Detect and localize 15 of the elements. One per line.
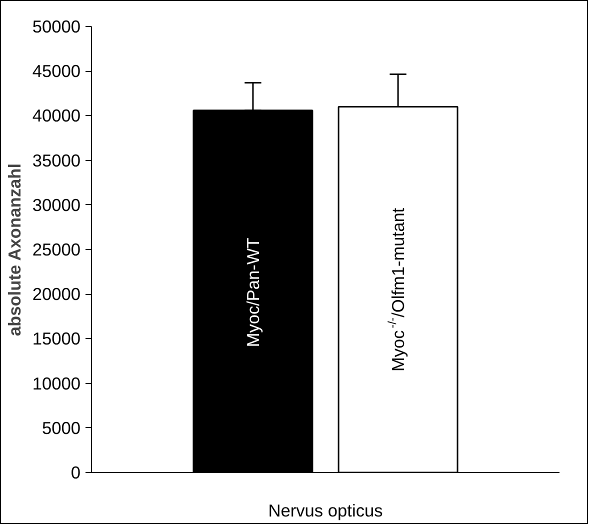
y-tick-label: 30000 [32,194,80,215]
y-axis-title: absolute Axonanzahl [4,163,24,336]
series-label: Myoc/Pan-WT [242,237,263,348]
series-label: Myoc-/-/Olfm1-mutant [387,208,408,372]
y-tick-label: 5000 [42,418,81,438]
y-tick-label: 20000 [32,284,80,304]
y-tick-label: 50000 [32,16,80,36]
y-tick-label: 25000 [32,240,80,260]
y-tick-label: 35000 [32,150,80,170]
x-tick-label: Nervus opticus [268,500,384,520]
y-tick-label: 40000 [32,106,80,126]
y-tick-label: 45000 [32,61,80,82]
y-tick-label: 15000 [32,328,80,349]
y-tick-label: 0 [70,462,81,482]
y-tick-label: 10000 [32,373,80,394]
